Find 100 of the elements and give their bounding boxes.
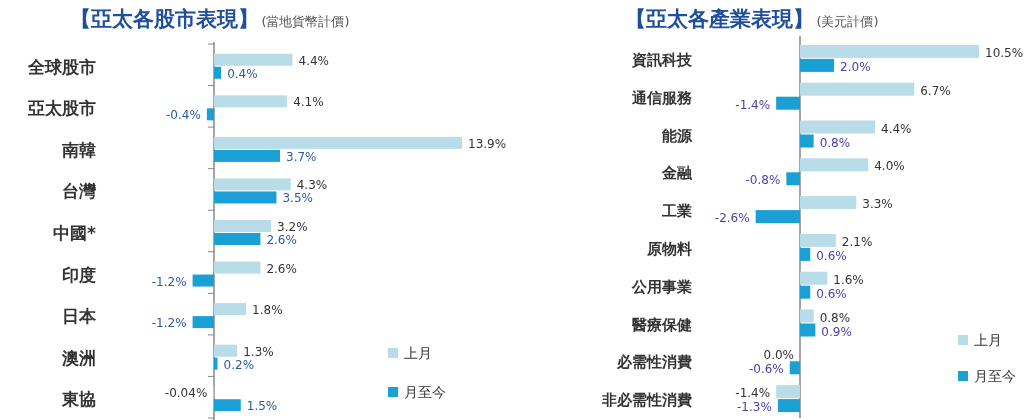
y-tick-label: 東協 [61,389,96,410]
data-label: -1.2% [151,274,187,289]
data-label: 4.3% [296,178,328,193]
bar [214,233,261,245]
bar [786,172,800,186]
data-label: 0.6% [816,286,847,301]
data-label: 2.6% [266,233,297,247]
bar [214,344,238,357]
y-tick-label: 亞太股市 [27,98,96,119]
data-label: 0.6% [816,248,847,263]
y-tick-label: 醫療保健 [632,315,692,334]
bar [192,316,214,329]
data-label: 3.7% [286,149,317,164]
data-label: 4.4% [881,121,912,136]
bar [800,158,869,172]
y-tick-label: 公用事業 [631,277,692,296]
bar [214,66,222,79]
y-tick-label: 金融 [661,164,693,183]
legend-label: 上月 [404,345,432,361]
bar [214,303,247,316]
bar [800,196,857,210]
chart-title: 【亞太各產業表現】 [625,7,815,31]
data-label: 0.4% [227,66,258,81]
y-tick-label: 澳洲 [61,347,96,368]
data-label: 3.5% [282,191,313,206]
bar [214,149,281,162]
bar [214,95,288,108]
y-tick-label: 資訊科技 [631,50,693,69]
y-tick-label: 日本 [62,306,97,327]
bar [214,220,272,232]
data-label: -1.4% [735,97,771,112]
chart-subtitle: (當地貨幣計價) [261,14,350,29]
data-label: 0.0% [763,348,794,363]
bar [755,210,800,224]
bar [214,357,218,370]
y-tick-label: 非必需性消費 [601,391,692,410]
data-label: -1.4% [735,386,771,401]
y-tick-label: 中國* [53,223,97,243]
data-label: 1.5% [246,399,278,414]
y-tick-label: 工業 [661,202,692,221]
bar [800,323,816,337]
data-label: -0.4% [166,108,201,123]
data-label: 1.3% [243,344,274,359]
bar [214,399,241,412]
legend-label: 上月 [974,332,1002,348]
bar [214,178,291,191]
bar [776,385,800,399]
data-label: 1.8% [252,303,283,318]
y-tick-label: 必需性消費 [616,353,692,372]
data-label: 10.5% [985,45,1024,60]
data-label: -0.6% [748,362,784,377]
bar [206,108,214,121]
data-label: 4.4% [298,53,329,68]
y-tick-label: 能源 [662,126,693,145]
chart-subtitle: (美元計價) [816,14,879,29]
data-label: -1.2% [151,316,187,331]
bar [800,120,876,134]
data-label: 2.6% [266,261,297,276]
legend-label: 月至今 [974,368,1016,384]
bar [776,96,800,110]
bar [214,136,462,149]
bar [800,58,835,72]
legend-label: 月至今 [404,384,446,400]
data-label: 0.8% [819,135,851,150]
chart-title: 【亞太各股市表現】 [70,7,260,31]
bar [800,233,836,247]
data-label: 6.7% [920,83,951,98]
data-label: -0.8% [745,173,781,188]
bar [800,82,915,96]
data-label: 2.0% [840,59,871,74]
data-label: 3.3% [862,197,893,212]
bar [800,44,979,58]
bar [800,309,814,323]
y-tick-label: 全球股市 [27,56,96,77]
bar [800,285,811,299]
bar [192,274,214,287]
y-tick-label: 南韓 [61,139,96,160]
data-label: 4.1% [293,95,324,110]
data-label: -1.3% [737,400,772,415]
bar [214,53,293,66]
bar [800,247,811,261]
bar [214,191,277,204]
bar [800,134,814,148]
data-label: 13.9% [468,136,507,151]
bar [800,271,828,285]
data-label: 2.1% [841,234,873,249]
data-label: 4.0% [874,159,905,174]
y-tick-label: 通信服務 [631,88,693,107]
data-label: 0.8% [819,310,851,325]
data-label: -2.6% [714,211,750,226]
data-label: -0.04% [164,386,208,401]
bar [777,399,800,413]
data-label: 0.9% [821,324,852,339]
y-tick-label: 台灣 [62,181,97,202]
y-tick-label: 原物料 [646,239,692,258]
bar [789,361,800,375]
bar [214,261,261,274]
y-tick-label: 印度 [62,264,96,285]
data-label: 3.2% [277,220,308,234]
data-label: 1.6% [833,272,864,287]
